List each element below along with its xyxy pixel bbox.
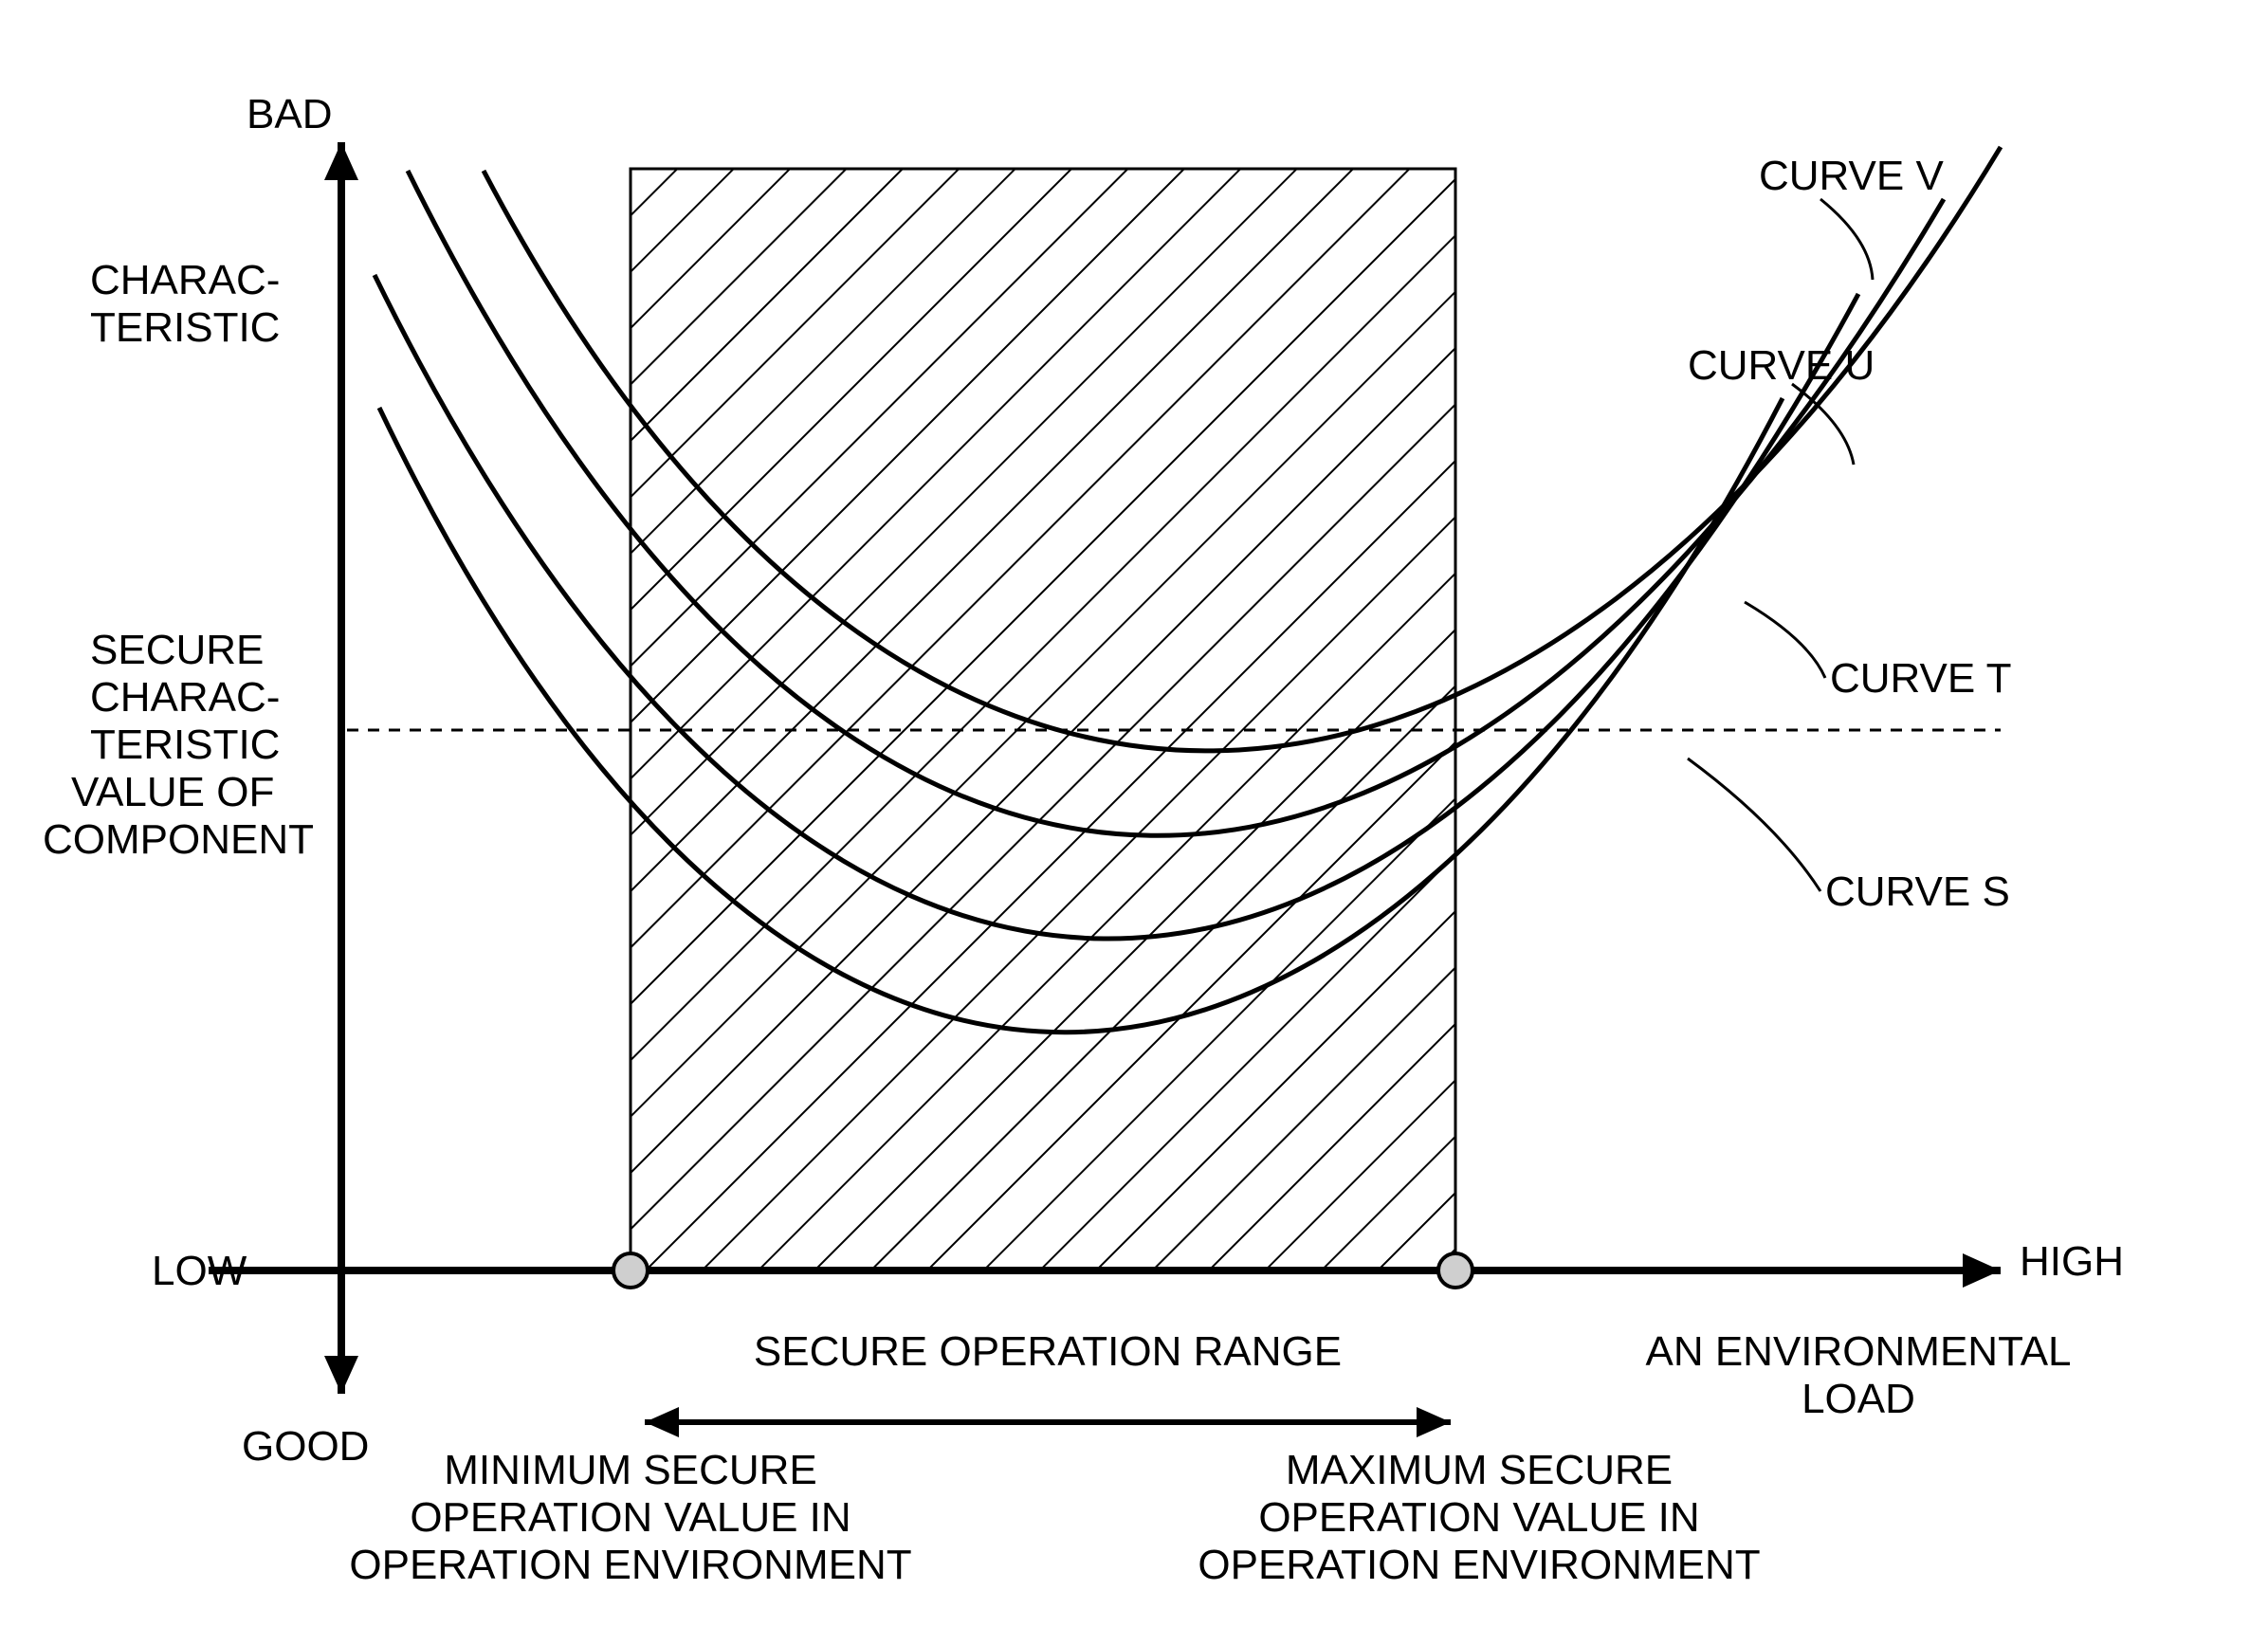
label-max-1: MAXIMUM SECURE	[1286, 1447, 1673, 1493]
label-curve-u: CURVE U	[1688, 342, 1875, 389]
label-max-2: OPERATION VALUE IN	[1258, 1494, 1699, 1541]
label-characteristic-1: CHARAC-	[90, 257, 280, 303]
label-low: LOW	[152, 1248, 247, 1294]
label-min-3: OPERATION ENVIRONMENT	[349, 1542, 911, 1588]
secure-range-arrow-left	[645, 1407, 679, 1437]
label-curve-t: CURVE T	[1830, 655, 2012, 702]
callout-line-curve-s	[1688, 759, 1820, 891]
label-secure-range: SECURE OPERATION RANGE	[754, 1328, 1342, 1375]
label-high: HIGH	[2020, 1238, 2124, 1285]
label-secure-char-2: CHARAC-	[90, 674, 280, 721]
label-env-load-2: LOAD	[1802, 1376, 1915, 1422]
callout-line-curve-v	[1820, 199, 1873, 280]
marker-min-secure	[613, 1253, 648, 1288]
label-secure-char-4: VALUE OF	[71, 769, 274, 815]
label-good: GOOD	[242, 1423, 369, 1470]
characteristic-diagram: BADGOODLOWHIGHCHARAC-TERISTICSECURECHARA…	[0, 0, 2268, 1645]
label-secure-char-3: TERISTIC	[90, 722, 280, 768]
marker-max-secure	[1438, 1253, 1472, 1288]
label-secure-char-1: SECURE	[90, 627, 264, 673]
label-characteristic-2: TERISTIC	[90, 304, 280, 351]
label-curve-s: CURVE S	[1825, 868, 2010, 915]
y-axis-arrow-down	[324, 1356, 358, 1394]
label-min-2: OPERATION VALUE IN	[410, 1494, 850, 1541]
secure-operation-range-region	[631, 169, 1455, 1270]
x-axis-arrow-right	[1963, 1253, 2001, 1288]
label-max-3: OPERATION ENVIRONMENT	[1198, 1542, 1760, 1588]
y-axis-arrow-up	[324, 142, 358, 180]
label-min-1: MINIMUM SECURE	[444, 1447, 817, 1493]
label-bad: BAD	[247, 91, 332, 137]
label-curve-v: CURVE V	[1759, 153, 1944, 199]
label-env-load-1: AN ENVIRONMENTAL	[1645, 1328, 2071, 1375]
secure-range-arrow-right	[1417, 1407, 1451, 1437]
callout-line-curve-t	[1745, 602, 1825, 678]
label-secure-char-5: COMPONENT	[43, 816, 314, 863]
